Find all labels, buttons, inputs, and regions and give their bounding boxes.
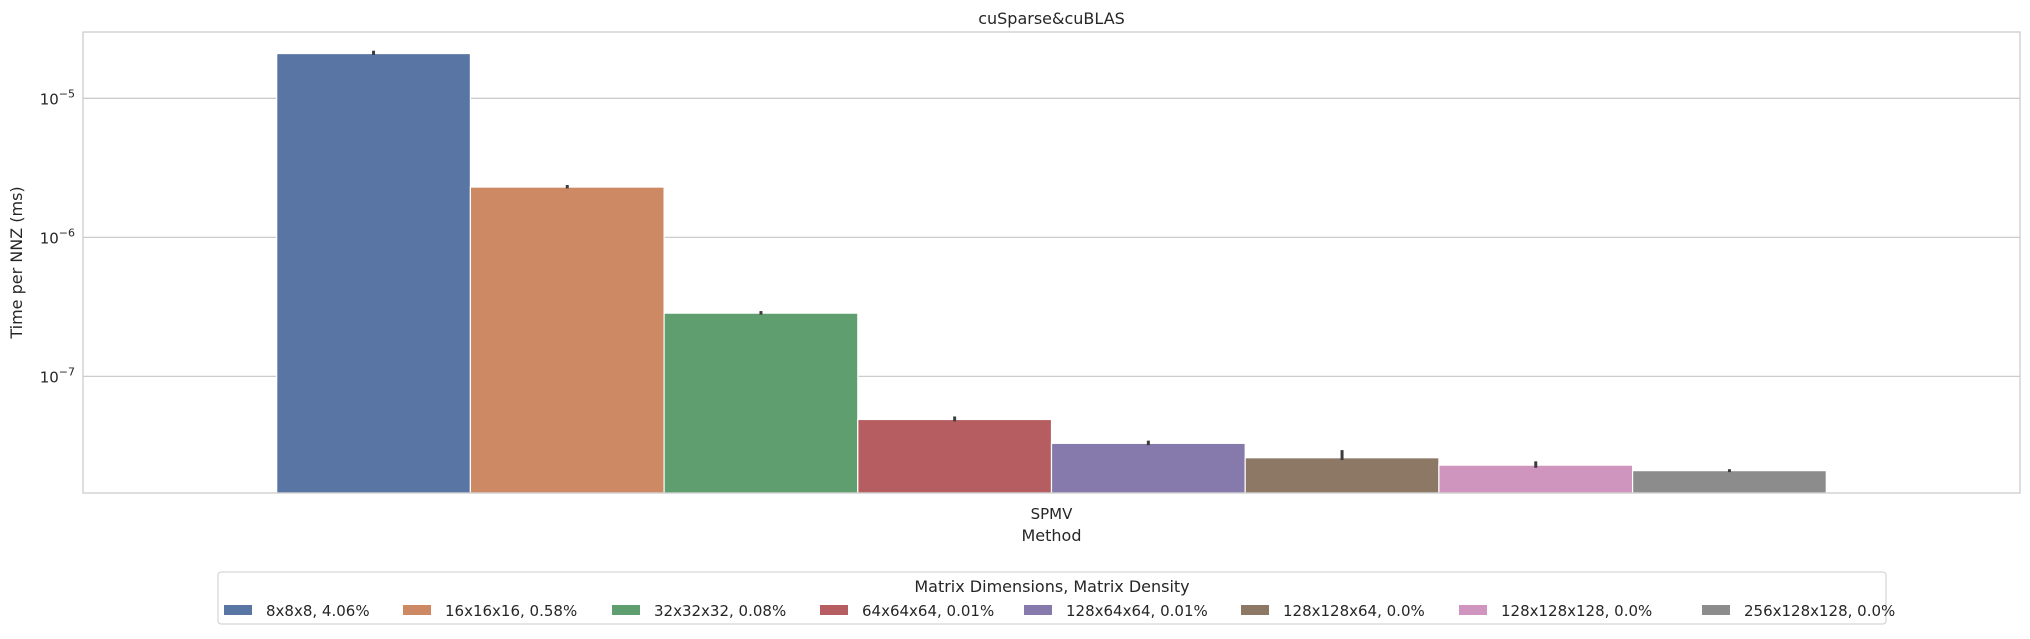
bar [663,312,859,494]
legend-title: Matrix Dimensions, Matrix Density [914,577,1189,596]
legend-label: 128x64x64, 0.01% [1066,602,1208,620]
bar [1244,457,1440,494]
legend-swatch [403,605,431,615]
legend-label: 64x64x64, 0.01% [862,602,994,620]
legend-items: 8x8x8, 4.06% 16x16x16, 0.58% 32x32x32, 0.0… [224,602,1895,620]
bar [1631,470,1827,494]
x-axis-label: Method [1021,526,1081,545]
y-tick-labels: 10−710−610−5 [40,87,75,386]
legend-item: 128x64x64, 0.01% [1024,602,1208,620]
error-bars-layer [372,50,1731,473]
y-tick-label: 10−7 [40,365,75,386]
legend-item: 128x128x128, 0.0% [1459,602,1652,620]
y-tick-base: 10 [40,90,59,108]
legend-item: 256x128x128, 0.0% [1702,602,1895,620]
bars-layer [276,52,1827,494]
y-tick-exponent: −5 [59,87,75,100]
plot-frame [82,31,2021,494]
legend-swatch [1241,605,1269,615]
legend: Matrix Dimensions, Matrix Density 8x8x8,… [217,571,1895,625]
y-tick-label: 10−6 [40,226,75,247]
legend-swatch [1459,605,1487,615]
bar [1050,442,1246,494]
y-tick-label: 10−5 [40,87,75,108]
y-axis-label: Time per NNZ (ms) [7,186,26,339]
y-tick-base: 10 [40,229,59,247]
legend-item: 64x64x64, 0.01% [820,602,994,620]
bar [469,186,665,494]
legend-item: 8x8x8, 4.06% [224,602,370,620]
y-tick-exponent: −6 [59,226,75,239]
legend-swatch [612,605,640,615]
bar [857,418,1053,494]
legend-label: 128x128x128, 0.0% [1501,602,1652,620]
y-tick-exponent: −7 [59,365,75,378]
legend-label: 32x32x32, 0.08% [654,602,786,620]
bar [276,52,472,494]
legend-item: 32x32x32, 0.08% [612,602,786,620]
legend-label: 16x16x16, 0.58% [445,602,577,620]
legend-item: 16x16x16, 0.58% [403,602,577,620]
legend-item: 128x128x64, 0.0% [1241,602,1425,620]
legend-swatch [1702,605,1730,615]
bar [1438,464,1634,494]
chart-title: cuSparse&cuBLAS [978,9,1125,28]
legend-label: 8x8x8, 4.06% [266,602,370,620]
y-tick-base: 10 [40,368,59,386]
legend-label: 256x128x128, 0.0% [1744,602,1895,620]
legend-label: 128x128x64, 0.0% [1283,602,1425,620]
legend-swatch [820,605,848,615]
legend-swatch [224,605,252,615]
x-tick-label: SPMV [1031,505,1074,523]
legend-swatch [1024,605,1052,615]
